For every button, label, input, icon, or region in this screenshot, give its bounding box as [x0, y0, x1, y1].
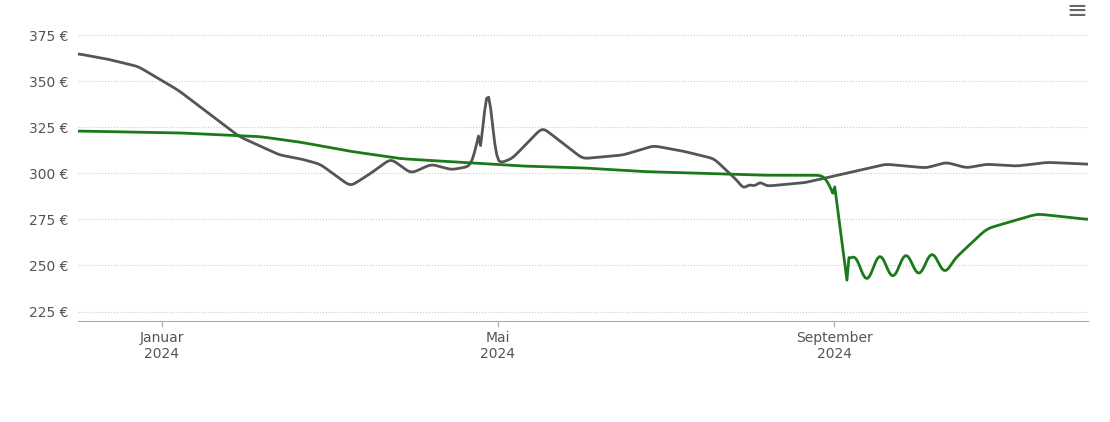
Text: ≡: ≡ [1067, 0, 1088, 23]
Legend: lose Ware, Sackware: lose Ware, Sackware [457, 416, 708, 422]
